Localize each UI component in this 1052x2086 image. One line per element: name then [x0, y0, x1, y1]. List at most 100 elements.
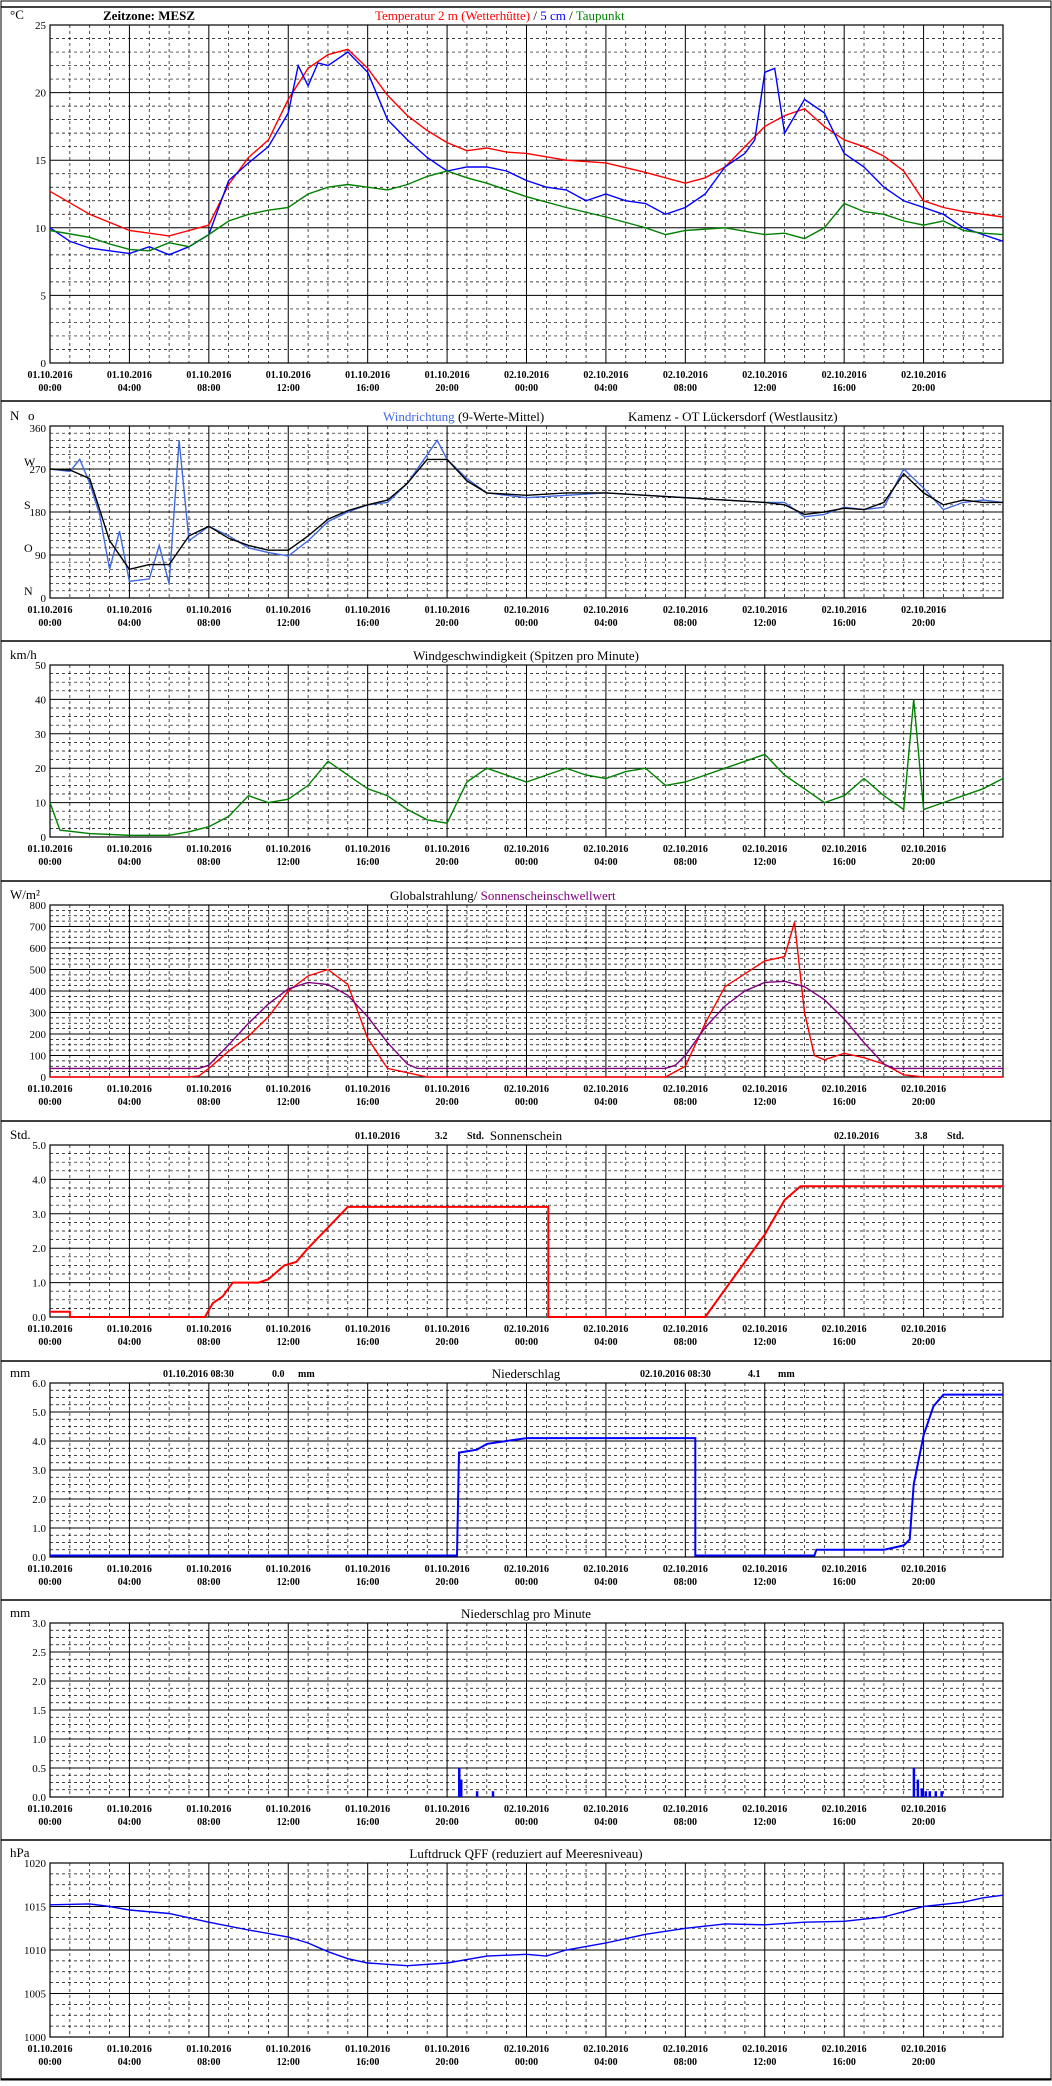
x-tick-date: 01.10.2016 [107, 1084, 152, 1095]
plot-border [49, 1622, 1004, 1798]
x-tick-date: 02.10.2016 [901, 1564, 946, 1575]
x-tick-time: 04:00 [594, 1097, 617, 1108]
y-tick-label: 180 [30, 507, 47, 519]
x-tick-date: 01.10.2016 [186, 2044, 231, 2055]
x-tick-time: 12:00 [277, 1337, 300, 1348]
x-tick-time: 16:00 [356, 1817, 379, 1828]
x-tick-time: 00:00 [38, 857, 61, 868]
precip-bar [934, 1791, 937, 1797]
x-tick-date: 02.10.2016 [504, 1084, 549, 1095]
plot-border [49, 1144, 1004, 1318]
x-tick-date: 02.10.2016 [583, 605, 628, 616]
x-tick-time: 08:00 [674, 1577, 697, 1588]
x-tick-date: 01.10.2016 [28, 1564, 73, 1575]
y-tick-label: 1.0 [32, 1278, 46, 1290]
y-tick-label: 2.5 [32, 1647, 46, 1659]
x-tick-time: 20:00 [435, 1337, 458, 1348]
x-tick-time: 12:00 [753, 2057, 776, 2068]
y-axis-letter: W [24, 455, 36, 469]
x-tick-date: 01.10.2016 [107, 1564, 152, 1575]
x-tick-time: 12:00 [753, 1577, 776, 1588]
x-tick-time: 12:00 [277, 1817, 300, 1828]
chart-title: Niederschlag pro Minute [461, 1606, 591, 1621]
precip-bar [924, 1791, 928, 1797]
x-tick-time: 16:00 [356, 857, 379, 868]
y-tick-label: 200 [30, 1029, 47, 1041]
x-tick-date: 02.10.2016 [583, 370, 628, 381]
x-tick-time: 08:00 [674, 857, 697, 868]
x-tick-date: 02.10.2016 [822, 1564, 867, 1575]
x-tick-date: 01.10.2016 [186, 605, 231, 616]
y-tick-label: 3.0 [32, 1618, 46, 1630]
x-tick-date: 02.10.2016 [742, 370, 787, 381]
x-tick-time: 00:00 [515, 1337, 538, 1348]
x-tick-date: 02.10.2016 [583, 1804, 628, 1815]
summary-unit: Std. [467, 1131, 484, 1142]
y-tick-label: 90 [35, 550, 47, 562]
x-tick-time: 16:00 [832, 857, 855, 868]
y-tick-label: 20 [35, 763, 47, 775]
x-tick-time: 04:00 [118, 1097, 141, 1108]
x-tick-time: 04:00 [594, 1817, 617, 1828]
x-tick-time: 20:00 [435, 618, 458, 629]
x-tick-date: 02.10.2016 [742, 1564, 787, 1575]
summary-value: 4.1 [748, 1369, 761, 1380]
x-tick-date: 02.10.2016 [901, 1324, 946, 1335]
x-tick-time: 12:00 [753, 383, 776, 394]
series-line-0 [49, 1894, 1004, 1967]
series-line-0 [49, 438, 1004, 584]
y-tick-label: 0 [41, 593, 47, 605]
x-tick-time: 04:00 [594, 383, 617, 394]
y-tick-label: 0.0 [32, 1792, 46, 1804]
chart-title-part: / [530, 8, 540, 23]
y-tick-label: 15 [35, 155, 47, 167]
x-tick-time: 00:00 [38, 1577, 61, 1588]
x-tick-time: 04:00 [118, 383, 141, 394]
x-tick-time: 00:00 [38, 383, 61, 394]
x-tick-date: 02.10.2016 [742, 605, 787, 616]
series-line-2 [49, 170, 1004, 252]
x-tick-date: 02.10.2016 [901, 370, 946, 381]
y-tick-label: 500 [30, 965, 47, 977]
x-tick-time: 04:00 [118, 618, 141, 629]
chart-title-part: Globalstrahlung/ [390, 888, 481, 903]
x-tick-date: 01.10.2016 [345, 1324, 390, 1335]
x-tick-date: 01.10.2016 [28, 844, 73, 855]
x-tick-time: 12:00 [753, 1337, 776, 1348]
x-tick-time: 16:00 [356, 618, 379, 629]
x-tick-time: 12:00 [753, 618, 776, 629]
x-tick-date: 02.10.2016 [583, 844, 628, 855]
x-tick-time: 20:00 [435, 383, 458, 394]
y-tick-label: 0.5 [32, 1763, 46, 1775]
x-tick-date: 02.10.2016 [901, 2044, 946, 2055]
series-line-0 [49, 48, 1004, 237]
x-tick-date: 01.10.2016 [186, 1804, 231, 1815]
x-tick-date: 01.10.2016 [28, 1324, 73, 1335]
x-tick-date: 02.10.2016 [583, 2044, 628, 2055]
x-tick-date: 01.10.2016 [345, 2044, 390, 2055]
x-tick-time: 00:00 [38, 1337, 61, 1348]
x-tick-date: 01.10.2016 [425, 1324, 470, 1335]
y-axis-unit: Std. [10, 1127, 31, 1142]
series-line-1 [49, 458, 1003, 571]
y-axis-unit: mm [10, 1365, 30, 1380]
x-tick-date: 01.10.2016 [345, 370, 390, 381]
chart-title-right: Kamenz - OT Lückersdorf (Westlausitz) [628, 409, 838, 424]
x-tick-date: 01.10.2016 [345, 1804, 390, 1815]
chart-title-part: Taupunkt [576, 8, 625, 23]
x-tick-date: 02.10.2016 [663, 844, 708, 855]
x-tick-date: 02.10.2016 [742, 1084, 787, 1095]
x-tick-date: 02.10.2016 [583, 1564, 628, 1575]
x-tick-date: 01.10.2016 [186, 1564, 231, 1575]
x-tick-date: 02.10.2016 [663, 605, 708, 616]
x-tick-time: 16:00 [832, 1577, 855, 1588]
x-tick-date: 02.10.2016 [663, 1564, 708, 1575]
x-tick-date: 01.10.2016 [107, 2044, 152, 2055]
summary-date: 01.10.2016 [355, 1131, 400, 1142]
precip-bar [912, 1768, 916, 1797]
y-axis-unit: hPa [10, 1845, 30, 1860]
x-tick-time: 08:00 [674, 1337, 697, 1348]
y-tick-label: 1.0 [32, 1734, 46, 1746]
x-tick-time: 12:00 [277, 2057, 300, 2068]
